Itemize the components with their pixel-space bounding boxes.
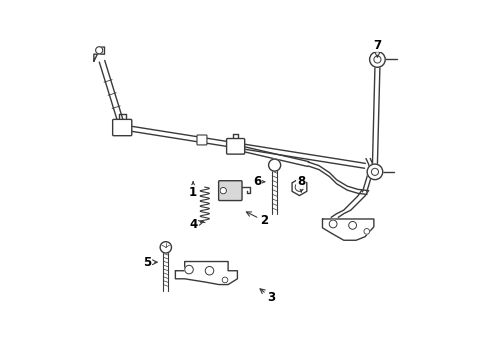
Text: 1: 1 (189, 182, 197, 199)
Circle shape (295, 183, 303, 192)
Text: 8: 8 (297, 175, 305, 192)
FancyBboxPatch shape (197, 135, 206, 145)
Circle shape (205, 266, 213, 275)
Circle shape (96, 47, 102, 54)
Circle shape (366, 164, 382, 180)
Text: 7: 7 (373, 39, 381, 57)
Text: 6: 6 (252, 175, 264, 188)
Circle shape (268, 159, 280, 171)
Polygon shape (291, 179, 306, 195)
Circle shape (363, 229, 369, 234)
Text: 4: 4 (188, 218, 203, 231)
Text: 2: 2 (246, 212, 267, 227)
Circle shape (160, 242, 171, 253)
Circle shape (328, 220, 336, 228)
Circle shape (184, 265, 193, 274)
Text: 3: 3 (260, 289, 275, 304)
FancyBboxPatch shape (218, 181, 242, 201)
Circle shape (369, 52, 385, 67)
Circle shape (370, 168, 378, 175)
FancyBboxPatch shape (112, 120, 132, 136)
Circle shape (348, 221, 356, 229)
Circle shape (220, 188, 226, 194)
Circle shape (373, 56, 380, 63)
Circle shape (222, 277, 227, 283)
FancyBboxPatch shape (226, 139, 244, 154)
Text: 5: 5 (142, 256, 157, 269)
